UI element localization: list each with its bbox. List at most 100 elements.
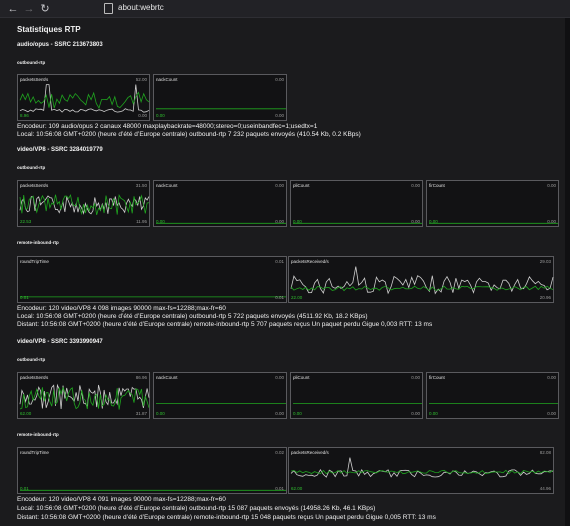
series-line-secondary <box>290 266 554 295</box>
scrollbar-track[interactable] <box>565 18 570 526</box>
graph-label: pliCount <box>293 375 310 380</box>
graph-label: firCount <box>429 183 445 188</box>
graph-max: 0.00 <box>547 375 556 380</box>
section-title-audio[interactable]: audio/opus - SSRC 213673803 <box>17 42 103 48</box>
graph-packets-received: packetsReceived/s 29.03 20.96 22.00 <box>288 256 554 303</box>
graph-min: 11.95 <box>136 219 147 224</box>
graph-nack-count: nackCount 0.00 0.00 0.00 <box>153 74 287 121</box>
sparkline <box>156 108 286 110</box>
graph-nack-count: nackCount 0.00 0.00 0.00 <box>153 180 287 227</box>
section-title-video-1[interactable]: video/VP8 - SSRC 3284019779 <box>17 147 103 153</box>
series-line <box>19 386 150 410</box>
graph-max: 52.00 <box>135 77 147 82</box>
graph-max: 0.00 <box>411 375 420 380</box>
graph-packets-sent: packetsSent/s 86.96 31.87 62.00 <box>17 372 150 419</box>
graph-max: 31.50 <box>135 183 147 188</box>
graph-min: 0.00 <box>411 219 420 224</box>
sparkline <box>290 266 554 295</box>
graph-current: 0.01 <box>20 486 29 491</box>
graph-min: 0.00 <box>547 411 556 416</box>
outbound-rtp-heading[interactable]: outbound-rtp <box>17 60 46 65</box>
graph-label: packetsSent/s <box>20 183 49 188</box>
series-line <box>290 469 554 475</box>
remote-info: Distant: 10:56:08 GMT+0200 (heure d’été … <box>17 321 433 328</box>
page-icon <box>104 3 113 14</box>
graph-label: nackCount <box>156 183 178 188</box>
series-line <box>19 193 150 216</box>
local-info: Local: 10:56:08 GMT+0200 (heure d’été d’… <box>17 131 361 138</box>
reload-icon[interactable]: ↻ <box>40 3 50 15</box>
graph-max: 86.96 <box>135 375 147 380</box>
graph-min: 0.00 <box>275 219 284 224</box>
sparkline <box>290 457 554 478</box>
graph-current: 8.96 <box>20 113 29 118</box>
graph-pli-count: pliCount 0.00 0.00 0.00 <box>290 180 423 227</box>
graph-max: 29.03 <box>539 259 551 264</box>
graph-label: packetsSent/s <box>20 375 49 380</box>
graph-current: 22.00 <box>291 295 303 300</box>
sparkline <box>429 403 558 405</box>
sparkline <box>19 84 150 113</box>
graph-label: nackCount <box>156 375 178 380</box>
graph-max: 0.00 <box>411 183 420 188</box>
graph-current: 0.00 <box>429 219 438 224</box>
graph-fir-count: firCount 0.00 0.00 0.00 <box>426 180 559 227</box>
graph-packets-sent: packetsSent/s 31.50 11.95 22.53 <box>17 180 150 227</box>
graph-current: 0.00 <box>156 411 165 416</box>
series-line <box>290 285 554 292</box>
back-arrow-icon[interactable]: ← <box>7 3 19 15</box>
series-line-secondary <box>19 84 150 113</box>
graph-label: roundTripTime <box>20 259 49 264</box>
graph-label: firCount <box>429 375 445 380</box>
graph-label: packetsReceived/s <box>291 259 329 264</box>
outbound-rtp-heading[interactable]: outbound-rtp <box>17 165 46 170</box>
series-line <box>19 91 150 109</box>
encoder-info: Encodeur: 109 audio/opus 2 canaux 48000 … <box>17 123 318 130</box>
outbound-rtp-heading[interactable]: outbound-rtp <box>17 357 46 362</box>
graph-current: 62.00 <box>291 486 303 491</box>
forward-arrow-icon[interactable]: → <box>23 3 35 15</box>
graph-current: 0.00 <box>156 219 165 224</box>
graph-label: nackCount <box>156 77 178 82</box>
graph-max: 0.00 <box>547 183 556 188</box>
series-line-secondary <box>19 383 150 410</box>
graph-max: 82.08 <box>539 450 551 455</box>
graph-current: 0.00 <box>156 113 165 118</box>
graph-current: 0.01 <box>20 295 29 300</box>
encoder-info: Encodeur: 120 video/VP8 4 091 images 900… <box>17 496 226 503</box>
local-info: Local: 10:56:08 GMT+0200 (heure d’été d’… <box>17 313 368 320</box>
graph-min: 44.96 <box>539 486 551 491</box>
graph-min: 0.00 <box>547 219 556 224</box>
remote-inbound-rtp-heading[interactable]: remote-inbound-rtp <box>17 432 59 437</box>
graph-min: 0.00 <box>275 113 284 118</box>
series-line-secondary <box>290 457 554 478</box>
sparkline <box>429 222 558 224</box>
sparkline <box>20 296 286 298</box>
graph-label: packetsSent/s <box>20 77 49 82</box>
sparkline <box>293 403 422 405</box>
section-title-video-2[interactable]: video/VP8 - SSRC 3393990947 <box>17 339 103 345</box>
graph-label: roundTripTime <box>20 450 49 455</box>
encoder-info: Encodeur: 120 video/VP8 4 098 images 900… <box>17 305 226 312</box>
graph-min: 0.00 <box>275 411 284 416</box>
page-title: Statistiques RTP <box>17 25 81 34</box>
graph-pli-count: pliCount 0.00 0.00 0.00 <box>290 372 423 419</box>
graph-nack-count: nackCount 0.00 0.00 0.00 <box>153 372 287 419</box>
sparkline <box>156 222 286 224</box>
graph-label: packetsReceived/s <box>291 450 329 455</box>
graph-fir-count: firCount 0.00 0.00 0.00 <box>426 372 559 419</box>
remote-info: Distant: 10:56:08 GMT+0200 (heure d’été … <box>17 514 436 521</box>
graph-packets-received: packetsReceived/s 82.08 44.96 62.00 <box>288 447 554 494</box>
graph-packets-sent: packetsSent/s 52.00 0.00 8.96 <box>17 74 150 121</box>
remote-inbound-rtp-heading[interactable]: remote-inbound-rtp <box>17 240 59 245</box>
graph-label: pliCount <box>293 183 310 188</box>
graph-max: 0.00 <box>275 183 284 188</box>
url-field[interactable]: about:webrtc <box>118 3 164 12</box>
graph-min: 0.01 <box>275 486 284 491</box>
graph-min: 0.00 <box>138 113 147 118</box>
graph-max: 0.02 <box>275 450 284 455</box>
graph-max: 0.01 <box>275 259 284 264</box>
sparkline <box>20 489 286 491</box>
graph-min: 0.01 <box>275 295 284 300</box>
sparkline <box>19 193 150 216</box>
